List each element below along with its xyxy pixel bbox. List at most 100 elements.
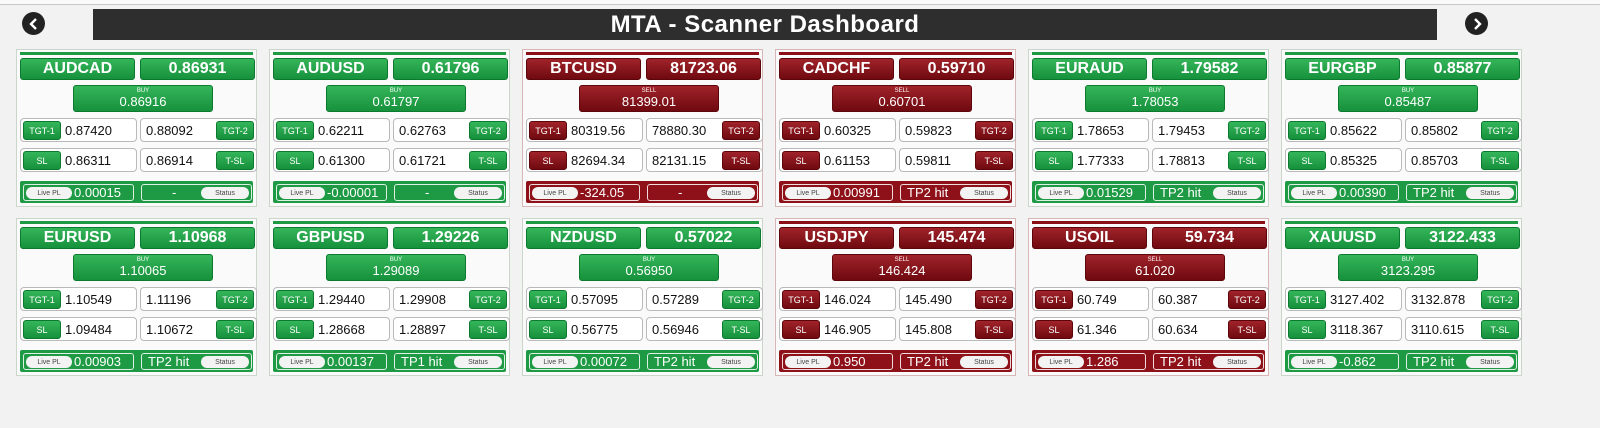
trailing-stop-box: 145.808 T-SL xyxy=(899,317,1016,341)
trailing-stop-box: 1.10672 T-SL xyxy=(140,317,257,341)
target-1-value: 0.60325 xyxy=(824,122,871,138)
symbol-label[interactable]: EURUSD xyxy=(20,227,135,249)
target-1-box: TGT-1 3127.402 xyxy=(1285,287,1402,311)
status-value: TP2 hit xyxy=(907,185,949,200)
tgt2-label: TGT-2 xyxy=(216,290,254,309)
symbol-label[interactable]: BTCUSD xyxy=(526,58,641,80)
symbol-label[interactable]: USDJPY xyxy=(779,227,894,249)
current-price: 0.59710 xyxy=(899,58,1014,80)
tgt1-label: TGT-1 xyxy=(1035,290,1073,309)
target-1-box: TGT-1 0.85622 xyxy=(1285,118,1402,142)
trailing-stop-box: 1.28897 T-SL xyxy=(393,317,510,341)
target-1-value: 80319.56 xyxy=(571,122,626,138)
tgt1-label: TGT-1 xyxy=(23,121,61,140)
tsl-label: T-SL xyxy=(469,320,507,339)
sl-label: SL xyxy=(529,151,567,170)
status-box: TP2 hit Status xyxy=(1153,353,1264,370)
scanner-grid: AUDCAD 0.86931 BUY 0.86916 TGT-1 0.87420… xyxy=(16,49,1524,376)
instrument-card-gbpusd[interactable]: GBPUSD 1.29226 BUY 1.29089 TGT-1 1.29440… xyxy=(269,218,510,376)
instrument-card-nzdusd[interactable]: NZDUSD 0.57022 BUY 0.56950 TGT-1 0.57095… xyxy=(522,218,763,376)
tgt1-label: TGT-1 xyxy=(276,121,314,140)
card-top-stripe xyxy=(779,221,1012,224)
sl-label: SL xyxy=(23,151,61,170)
trailing-stop-value: 82131.15 xyxy=(652,152,707,168)
tgt1-label: TGT-1 xyxy=(276,290,314,309)
symbol-label[interactable]: GBPUSD xyxy=(273,227,388,249)
instrument-card-audusd[interactable]: AUDUSD 0.61796 BUY 0.61797 TGT-1 0.62211… xyxy=(269,49,510,207)
side-label: SELL xyxy=(1147,257,1163,263)
current-price: 1.79582 xyxy=(1152,58,1267,80)
symbol-label[interactable]: USOIL xyxy=(1032,227,1147,249)
instrument-card-eurgbp[interactable]: EURGBP 0.85877 BUY 0.85487 TGT-1 0.85622… xyxy=(1281,49,1522,207)
instrument-card-eurusd[interactable]: EURUSD 1.10968 BUY 1.10065 TGT-1 1.10549… xyxy=(16,218,257,376)
targets-row: TGT-1 1.10549 1.11196 TGT-2 xyxy=(20,287,257,311)
symbol-label[interactable]: CADCHF xyxy=(779,58,894,80)
symbol-label[interactable]: NZDUSD xyxy=(526,227,641,249)
stop-loss-value: 61.346 xyxy=(1077,321,1117,337)
live-pl-label: Live PL xyxy=(1291,187,1337,199)
status-label: Status xyxy=(1213,187,1261,199)
instrument-card-usoil[interactable]: USOIL 59.734 SELL 61.020 TGT-1 60.749 60… xyxy=(1028,218,1269,376)
symbol-label[interactable]: AUDUSD xyxy=(273,58,388,80)
symbol-label[interactable]: EURGBP xyxy=(1285,58,1400,80)
instrument-card-xauusd[interactable]: XAUUSD 3122.433 BUY 3123.295 TGT-1 3127.… xyxy=(1281,218,1522,376)
instrument-card-audcad[interactable]: AUDCAD 0.86931 BUY 0.86916 TGT-1 0.87420… xyxy=(16,49,257,207)
stop-loss-box: SL 1.09484 xyxy=(20,317,137,341)
symbol-label[interactable]: AUDCAD xyxy=(20,58,135,80)
entry-price-box: BUY 0.61797 xyxy=(326,85,466,112)
status-value: TP2 hit xyxy=(1160,354,1202,369)
card-top-stripe xyxy=(1032,221,1265,224)
stops-row: SL 0.86311 0.86914 T-SL xyxy=(20,148,257,172)
side-label: BUY xyxy=(642,257,656,263)
stop-loss-box: SL 1.28668 xyxy=(273,317,390,341)
stop-loss-value: 3118.367 xyxy=(1330,321,1384,337)
target-1-box: TGT-1 0.87420 xyxy=(20,118,137,142)
current-price: 3122.433 xyxy=(1405,227,1520,249)
live-pl-box: Live PL 0.01529 xyxy=(1035,184,1146,201)
tgt2-label: TGT-2 xyxy=(216,121,254,140)
previous-button[interactable] xyxy=(22,12,45,35)
next-button[interactable] xyxy=(1465,12,1488,35)
instrument-card-btcusd[interactable]: BTCUSD 81723.06 SELL 81399.01 TGT-1 8031… xyxy=(522,49,763,207)
status-value: TP2 hit xyxy=(1413,185,1455,200)
live-pl-value: 0.00072 xyxy=(580,354,627,369)
entry-price: 146.424 xyxy=(878,263,926,278)
target-1-box: TGT-1 1.10549 xyxy=(20,287,137,311)
instrument-card-cadchf[interactable]: CADCHF 0.59710 SELL 0.60701 TGT-1 0.6032… xyxy=(775,49,1016,207)
entry-price-box: SELL 146.424 xyxy=(832,254,972,281)
status-label: Status xyxy=(1466,187,1514,199)
target-1-box: TGT-1 1.29440 xyxy=(273,287,390,311)
live-pl-value: 0.950 xyxy=(833,354,866,369)
live-pl-value: -0.00001 xyxy=(327,185,379,200)
tgt1-label: TGT-1 xyxy=(782,290,820,309)
card-top-stripe xyxy=(779,52,1012,55)
entry-price: 0.61797 xyxy=(372,94,420,109)
tsl-label: T-SL xyxy=(1481,320,1519,339)
trailing-stop-box: 82131.15 T-SL xyxy=(646,148,763,172)
tgt2-label: TGT-2 xyxy=(1228,121,1266,140)
stop-loss-box: SL 0.61153 xyxy=(779,148,896,172)
instrument-card-euraud[interactable]: EURAUD 1.79582 BUY 1.78053 TGT-1 1.78653… xyxy=(1028,49,1269,207)
tgt2-label: TGT-2 xyxy=(469,121,507,140)
stop-loss-value: 1.77333 xyxy=(1077,152,1124,168)
tgt2-label: TGT-2 xyxy=(1481,290,1519,309)
live-pl-value: 0.00015 xyxy=(74,185,121,200)
card-top-stripe xyxy=(1285,221,1518,224)
side-label: BUY xyxy=(389,257,403,263)
target-2-box: 0.59823 TGT-2 xyxy=(899,118,1016,142)
tgt2-label: TGT-2 xyxy=(722,290,760,309)
symbol-label[interactable]: XAUUSD xyxy=(1285,227,1400,249)
live-pl-label: Live PL xyxy=(532,187,578,199)
targets-row: TGT-1 0.87420 0.88092 TGT-2 xyxy=(20,118,257,142)
entry-price: 0.56950 xyxy=(625,263,673,278)
tgt1-label: TGT-1 xyxy=(1288,290,1326,309)
target-1-box: TGT-1 1.78653 xyxy=(1032,118,1149,142)
card-footer: Live PL -0.862 TP2 hit Status xyxy=(1285,350,1518,372)
status-label: Status xyxy=(707,187,755,199)
status-box: - Status xyxy=(647,184,758,201)
stop-loss-box: SL 0.86311 xyxy=(20,148,137,172)
instrument-card-usdjpy[interactable]: USDJPY 145.474 SELL 146.424 TGT-1 146.02… xyxy=(775,218,1016,376)
side-label: SELL xyxy=(894,257,910,263)
symbol-label[interactable]: EURAUD xyxy=(1032,58,1147,80)
entry-price: 3123.295 xyxy=(1380,263,1436,278)
